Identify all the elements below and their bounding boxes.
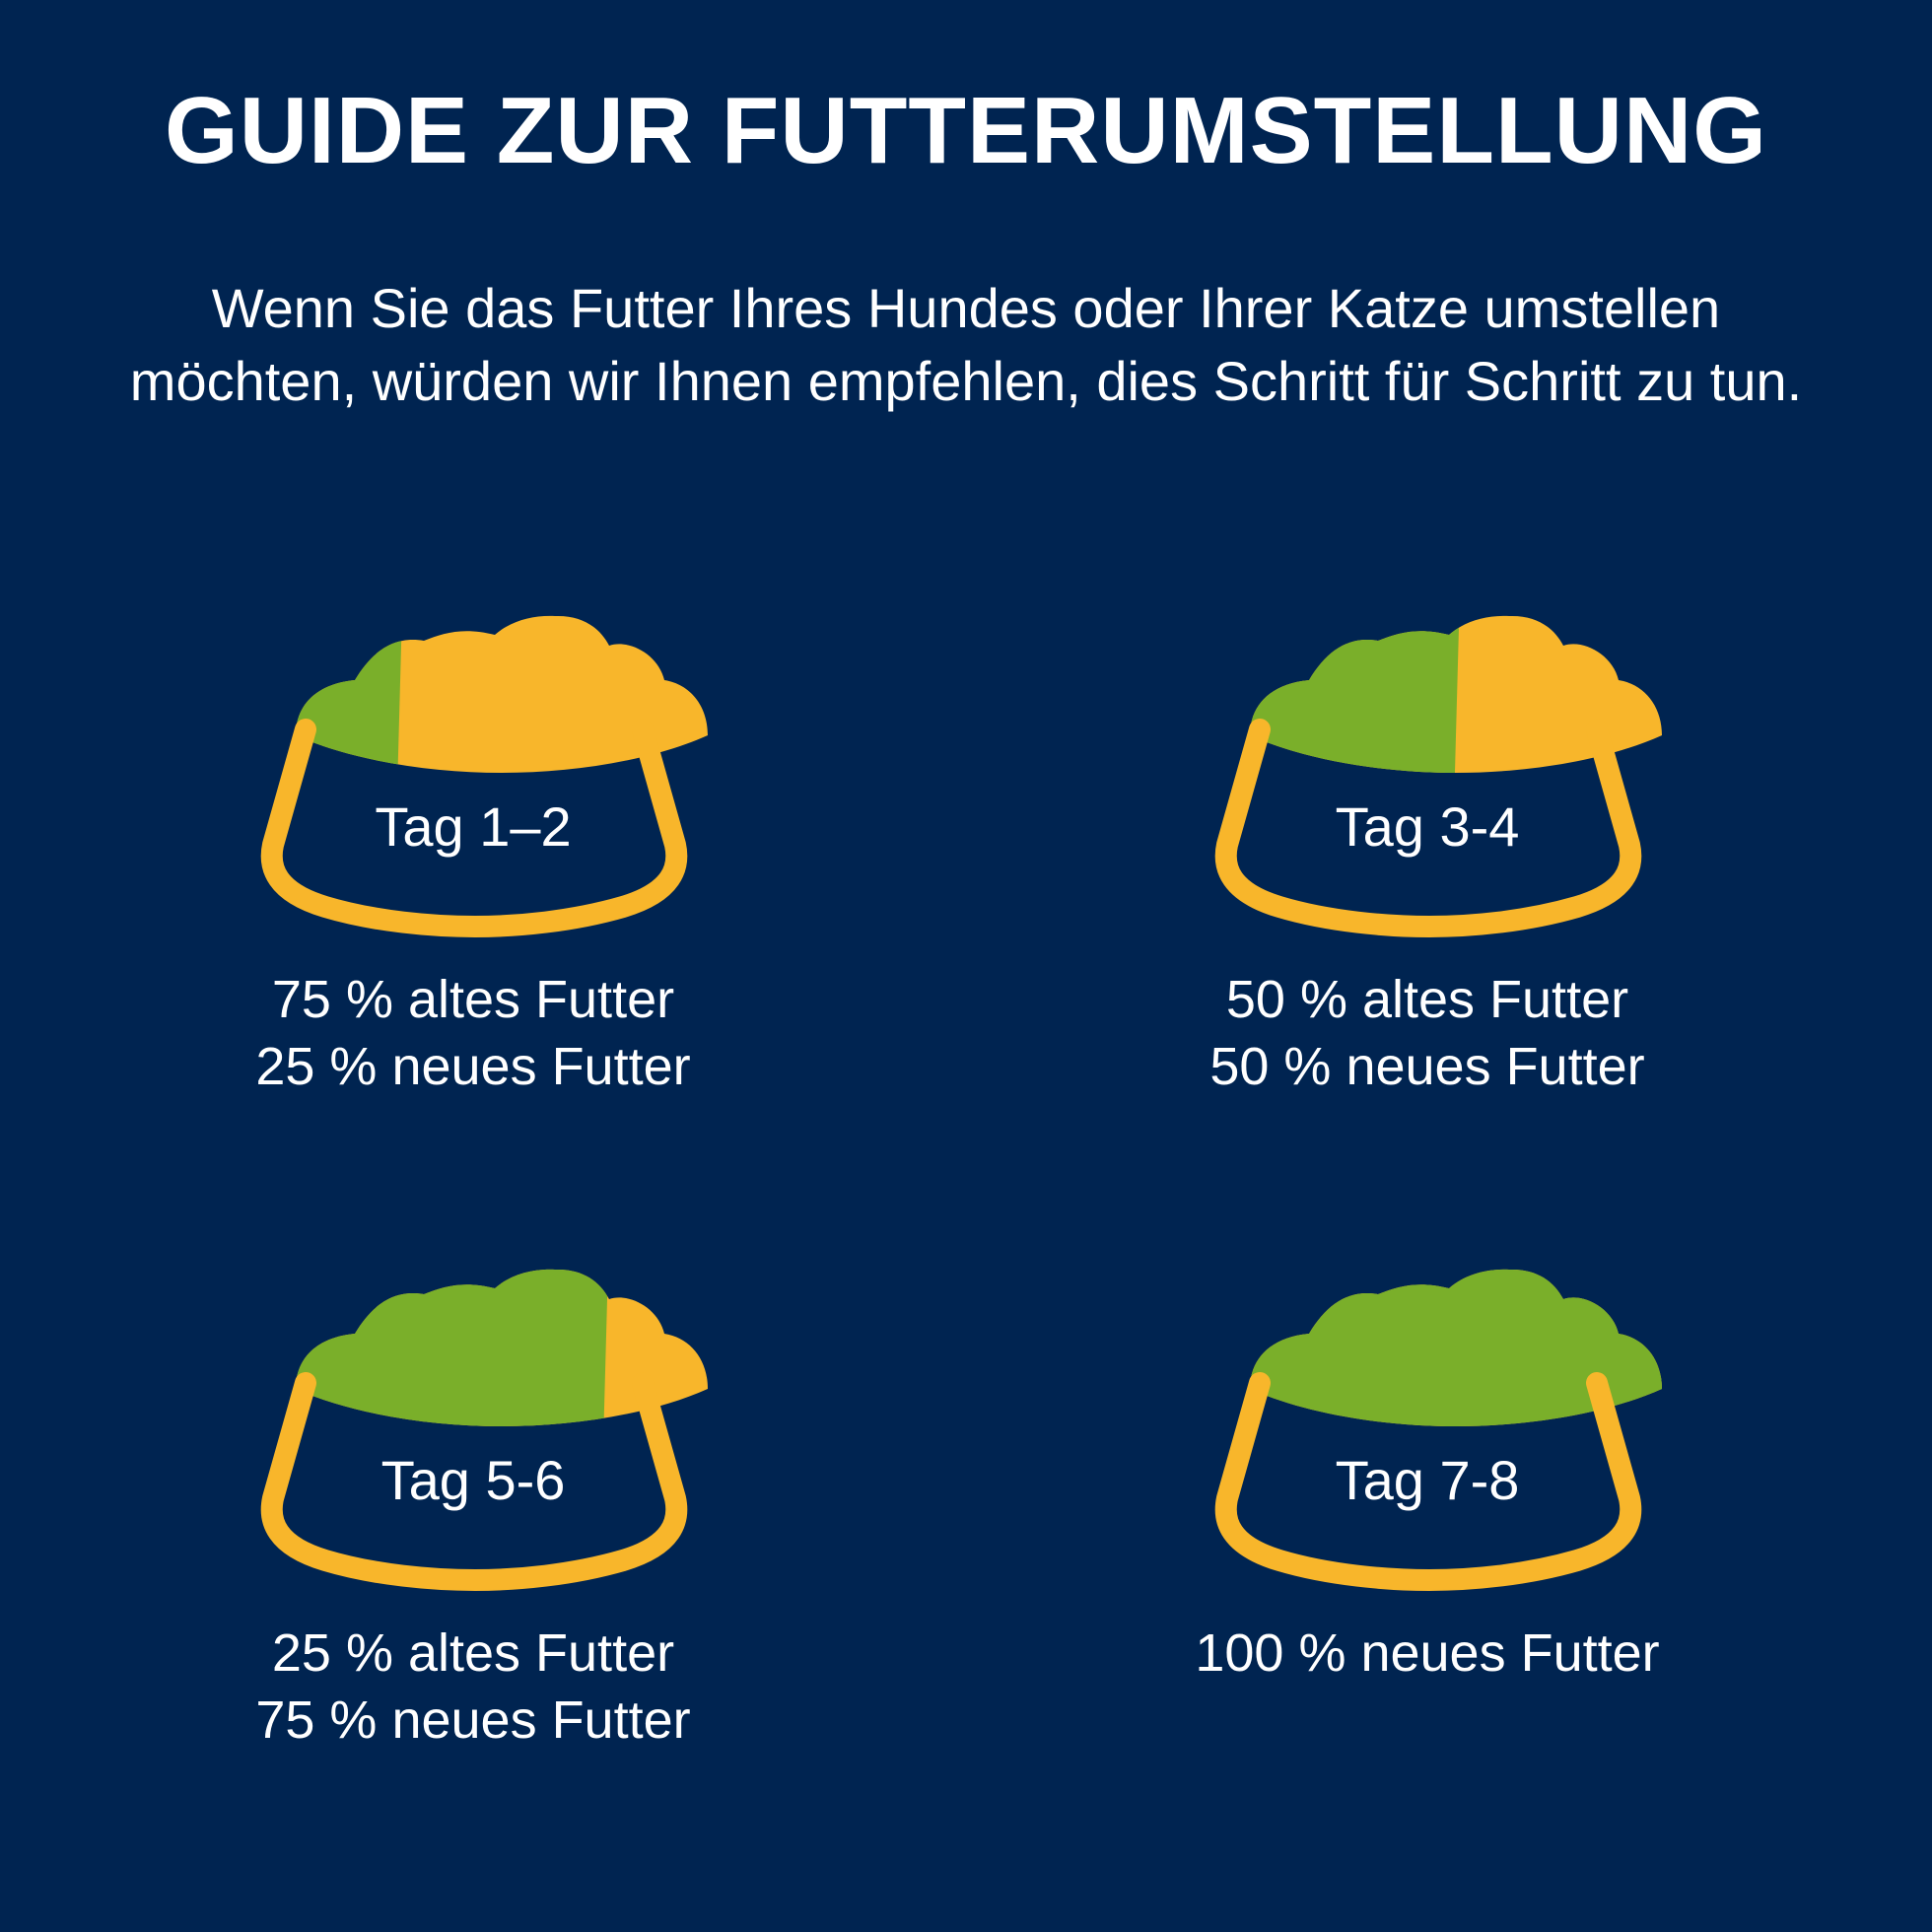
old-food-ratio: 75 % altes Futter <box>271 970 675 1029</box>
food-bowl-icon <box>1053 1245 1802 1600</box>
food-bowl-icon <box>99 591 848 946</box>
new-food-ratio: 100 % neues Futter <box>1195 1623 1660 1683</box>
bowl-outline <box>260 1372 688 1591</box>
day-label: Tag 7-8 <box>1335 1449 1520 1511</box>
new-food-portion <box>296 615 403 773</box>
new-food-portion <box>1250 615 1460 773</box>
bowl-outline <box>1214 1372 1642 1591</box>
ratio-text: 25 % altes Futter 75 % neues Futter <box>99 1620 848 1754</box>
bowl-graphic <box>1214 1269 1662 1591</box>
bowl-graphic <box>260 1269 708 1591</box>
old-food-ratio: 50 % altes Futter <box>1225 970 1629 1029</box>
page-title: GUIDE ZUR FUTTERUMSTELLUNG <box>165 78 1767 183</box>
bowl-graphic <box>1214 615 1662 937</box>
bowl-outline <box>1214 719 1642 937</box>
new-food-ratio: 50 % neues Futter <box>1209 1037 1645 1096</box>
new-food-ratio: 25 % neues Futter <box>255 1037 691 1096</box>
bowl-outline <box>260 719 688 937</box>
food-bowl-icon <box>99 1245 848 1600</box>
day-label: Tag 1–2 <box>375 795 572 858</box>
ratio-text: 75 % altes Futter 25 % neues Futter <box>99 966 848 1100</box>
old-food-ratio: 25 % altes Futter <box>271 1623 675 1683</box>
new-food-portion <box>1250 1269 1662 1426</box>
day-label: Tag 3-4 <box>1335 795 1520 858</box>
new-food-ratio: 75 % neues Futter <box>255 1690 691 1750</box>
ratio-text: 100 % neues Futter <box>1053 1620 1802 1687</box>
intro-text: Wenn Sie das Futter Ihres Hundes oder Ih… <box>129 277 1803 412</box>
day-label: Tag 5-6 <box>380 1449 566 1511</box>
food-bowl-icon <box>1053 591 1802 946</box>
new-food-portion <box>296 1269 609 1426</box>
bowl-graphic <box>260 615 708 937</box>
ratio-text: 50 % altes Futter 50 % neues Futter <box>1053 966 1802 1100</box>
